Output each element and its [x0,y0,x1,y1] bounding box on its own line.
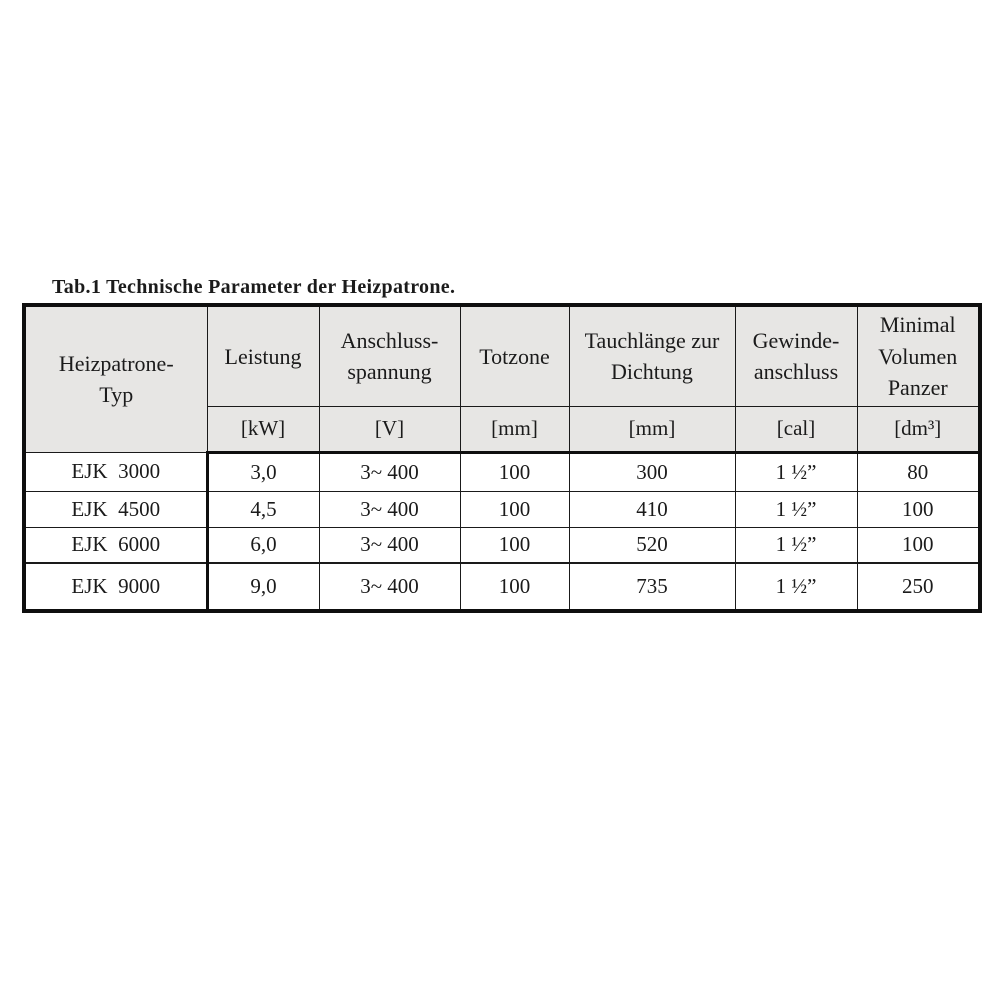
cell-gewinde: 1 ½” [734,562,858,612]
cell-spannung: 3~ 400 [318,562,461,612]
cell-gewinde: 1 ½” [734,451,858,492]
header-totzone: Totzone [459,304,570,407]
header-line: Typ [99,382,134,408]
unit-mm-totzone: [mm] [459,405,570,454]
cell-volumen: 80 [856,451,981,492]
header-line: Leistung [224,343,302,369]
technical-parameters-table: Heizpatrone- Typ Leistung Anschluss- spa… [22,303,982,613]
cell-type: EJK 3000 [23,451,209,492]
cell-totzone: 100 [459,451,570,492]
cell-totzone: 100 [459,562,570,612]
cell-type: EJK 4500 [23,490,209,528]
cell-leistung: 3,0 [206,451,320,492]
cell-gewinde: 1 ½” [734,526,858,564]
cell-tauchlaenge: 410 [568,490,736,528]
header-names-row: Heizpatrone- Typ Leistung Anschluss- spa… [23,304,981,453]
header-line: spannung [347,359,432,385]
cell-tauchlaenge: 735 [568,562,736,612]
cell-leistung: 6,0 [206,526,320,564]
unit-v: [V] [318,405,461,454]
unit-mm-tauchlaenge: [mm] [568,405,736,454]
header-gewindeanschluss: Gewinde- anschluss [734,304,858,407]
cell-type: EJK 9000 [23,562,209,612]
header-leistung: Leistung [206,304,320,407]
header-line: Volumen [878,343,958,369]
header-line: Heizpatrone- [58,351,174,377]
header-line: Dichtung [611,359,693,385]
cell-volumen: 250 [856,562,981,612]
unit-cal: [cal] [734,405,858,454]
header-tauchlaenge-zur-dichtung: Tauchlänge zur Dichtung [568,304,736,407]
unit-dm3: [dm³] [856,405,981,454]
header-line: Anschluss- [340,328,439,354]
header-line: Totzone [479,343,550,369]
header-line: Gewinde- [752,328,840,354]
table-row-ejk-3000: EJK 3000 3,0 3~ 400 100 300 1 ½” 80 [23,451,981,492]
cell-spannung: 3~ 400 [318,490,461,528]
header-line: anschluss [753,359,839,385]
header-line: Panzer [887,374,948,400]
header-line: Tauchlänge zur [584,328,720,354]
cell-volumen: 100 [856,490,981,528]
cell-tauchlaenge: 520 [568,526,736,564]
cell-volumen: 100 [856,526,981,564]
header-anschlussspannung: Anschluss- spannung [318,304,461,407]
header-line: Minimal [879,312,956,338]
table-body: EJK 3000 3,0 3~ 400 100 300 1 ½” 80 EJK … [23,451,981,612]
table-caption: Tab.1 Technische Parameter der Heizpatro… [52,276,456,298]
table-row-ejk-6000: EJK 6000 6,0 3~ 400 100 520 1 ½” 100 [23,526,981,564]
header-minimal-volumen-panzer: Minimal Volumen Panzer [856,304,981,407]
table-header: Heizpatrone- Typ Leistung Anschluss- spa… [23,304,981,454]
cell-leistung: 4,5 [206,490,320,528]
cell-gewinde: 1 ½” [734,490,858,528]
cell-spannung: 3~ 400 [318,451,461,492]
cell-tauchlaenge: 300 [568,451,736,492]
cell-leistung: 9,0 [206,562,320,612]
cell-totzone: 100 [459,526,570,564]
table-row-ejk-9000: EJK 9000 9,0 3~ 400 100 735 1 ½” 250 [23,562,981,612]
table-row-ejk-4500: EJK 4500 4,5 3~ 400 100 410 1 ½” 100 [23,490,981,528]
header-units-row: [kW] [V] [mm] [mm] [cal] [dm³] [24,405,981,454]
header-heizpatrone-typ: Heizpatrone- Typ [23,304,208,453]
cell-totzone: 100 [459,490,570,528]
cell-type: EJK 6000 [23,526,209,564]
cell-spannung: 3~ 400 [318,526,461,564]
unit-kw: [kW] [206,405,320,454]
